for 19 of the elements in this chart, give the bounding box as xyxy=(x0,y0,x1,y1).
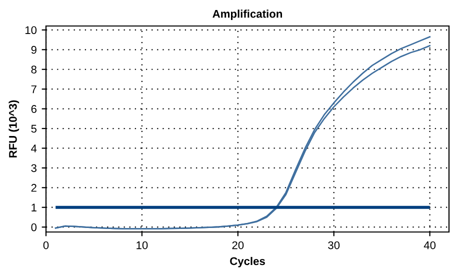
y-tick-label: 1 xyxy=(32,204,36,212)
x-tick-label: 20 xyxy=(232,241,244,250)
y-tick-label: 2 xyxy=(31,184,36,192)
chart-title: Amplification xyxy=(212,10,282,20)
x-tick-label: 30 xyxy=(328,241,340,250)
y-tick-label: 9 xyxy=(31,46,36,54)
x-tick-label: 0 xyxy=(43,241,49,250)
y-tick-label: 3 xyxy=(31,164,36,172)
x-tick-label: 10 xyxy=(136,241,148,250)
y-tick-label: 8 xyxy=(31,66,36,74)
y-tick-label: 7 xyxy=(31,85,36,94)
y-tick-label: 5 xyxy=(31,124,37,133)
y-axis-title: RFU (10^3) xyxy=(8,100,20,158)
x-tick-label: 40 xyxy=(424,241,436,250)
x-axis-title: Cycles xyxy=(230,256,265,268)
y-tick-label: 10 xyxy=(25,26,37,34)
y-tick-label: 4 xyxy=(31,144,37,152)
y-tick-label: 6 xyxy=(31,105,36,113)
y-tick-label: 0 xyxy=(31,223,37,232)
